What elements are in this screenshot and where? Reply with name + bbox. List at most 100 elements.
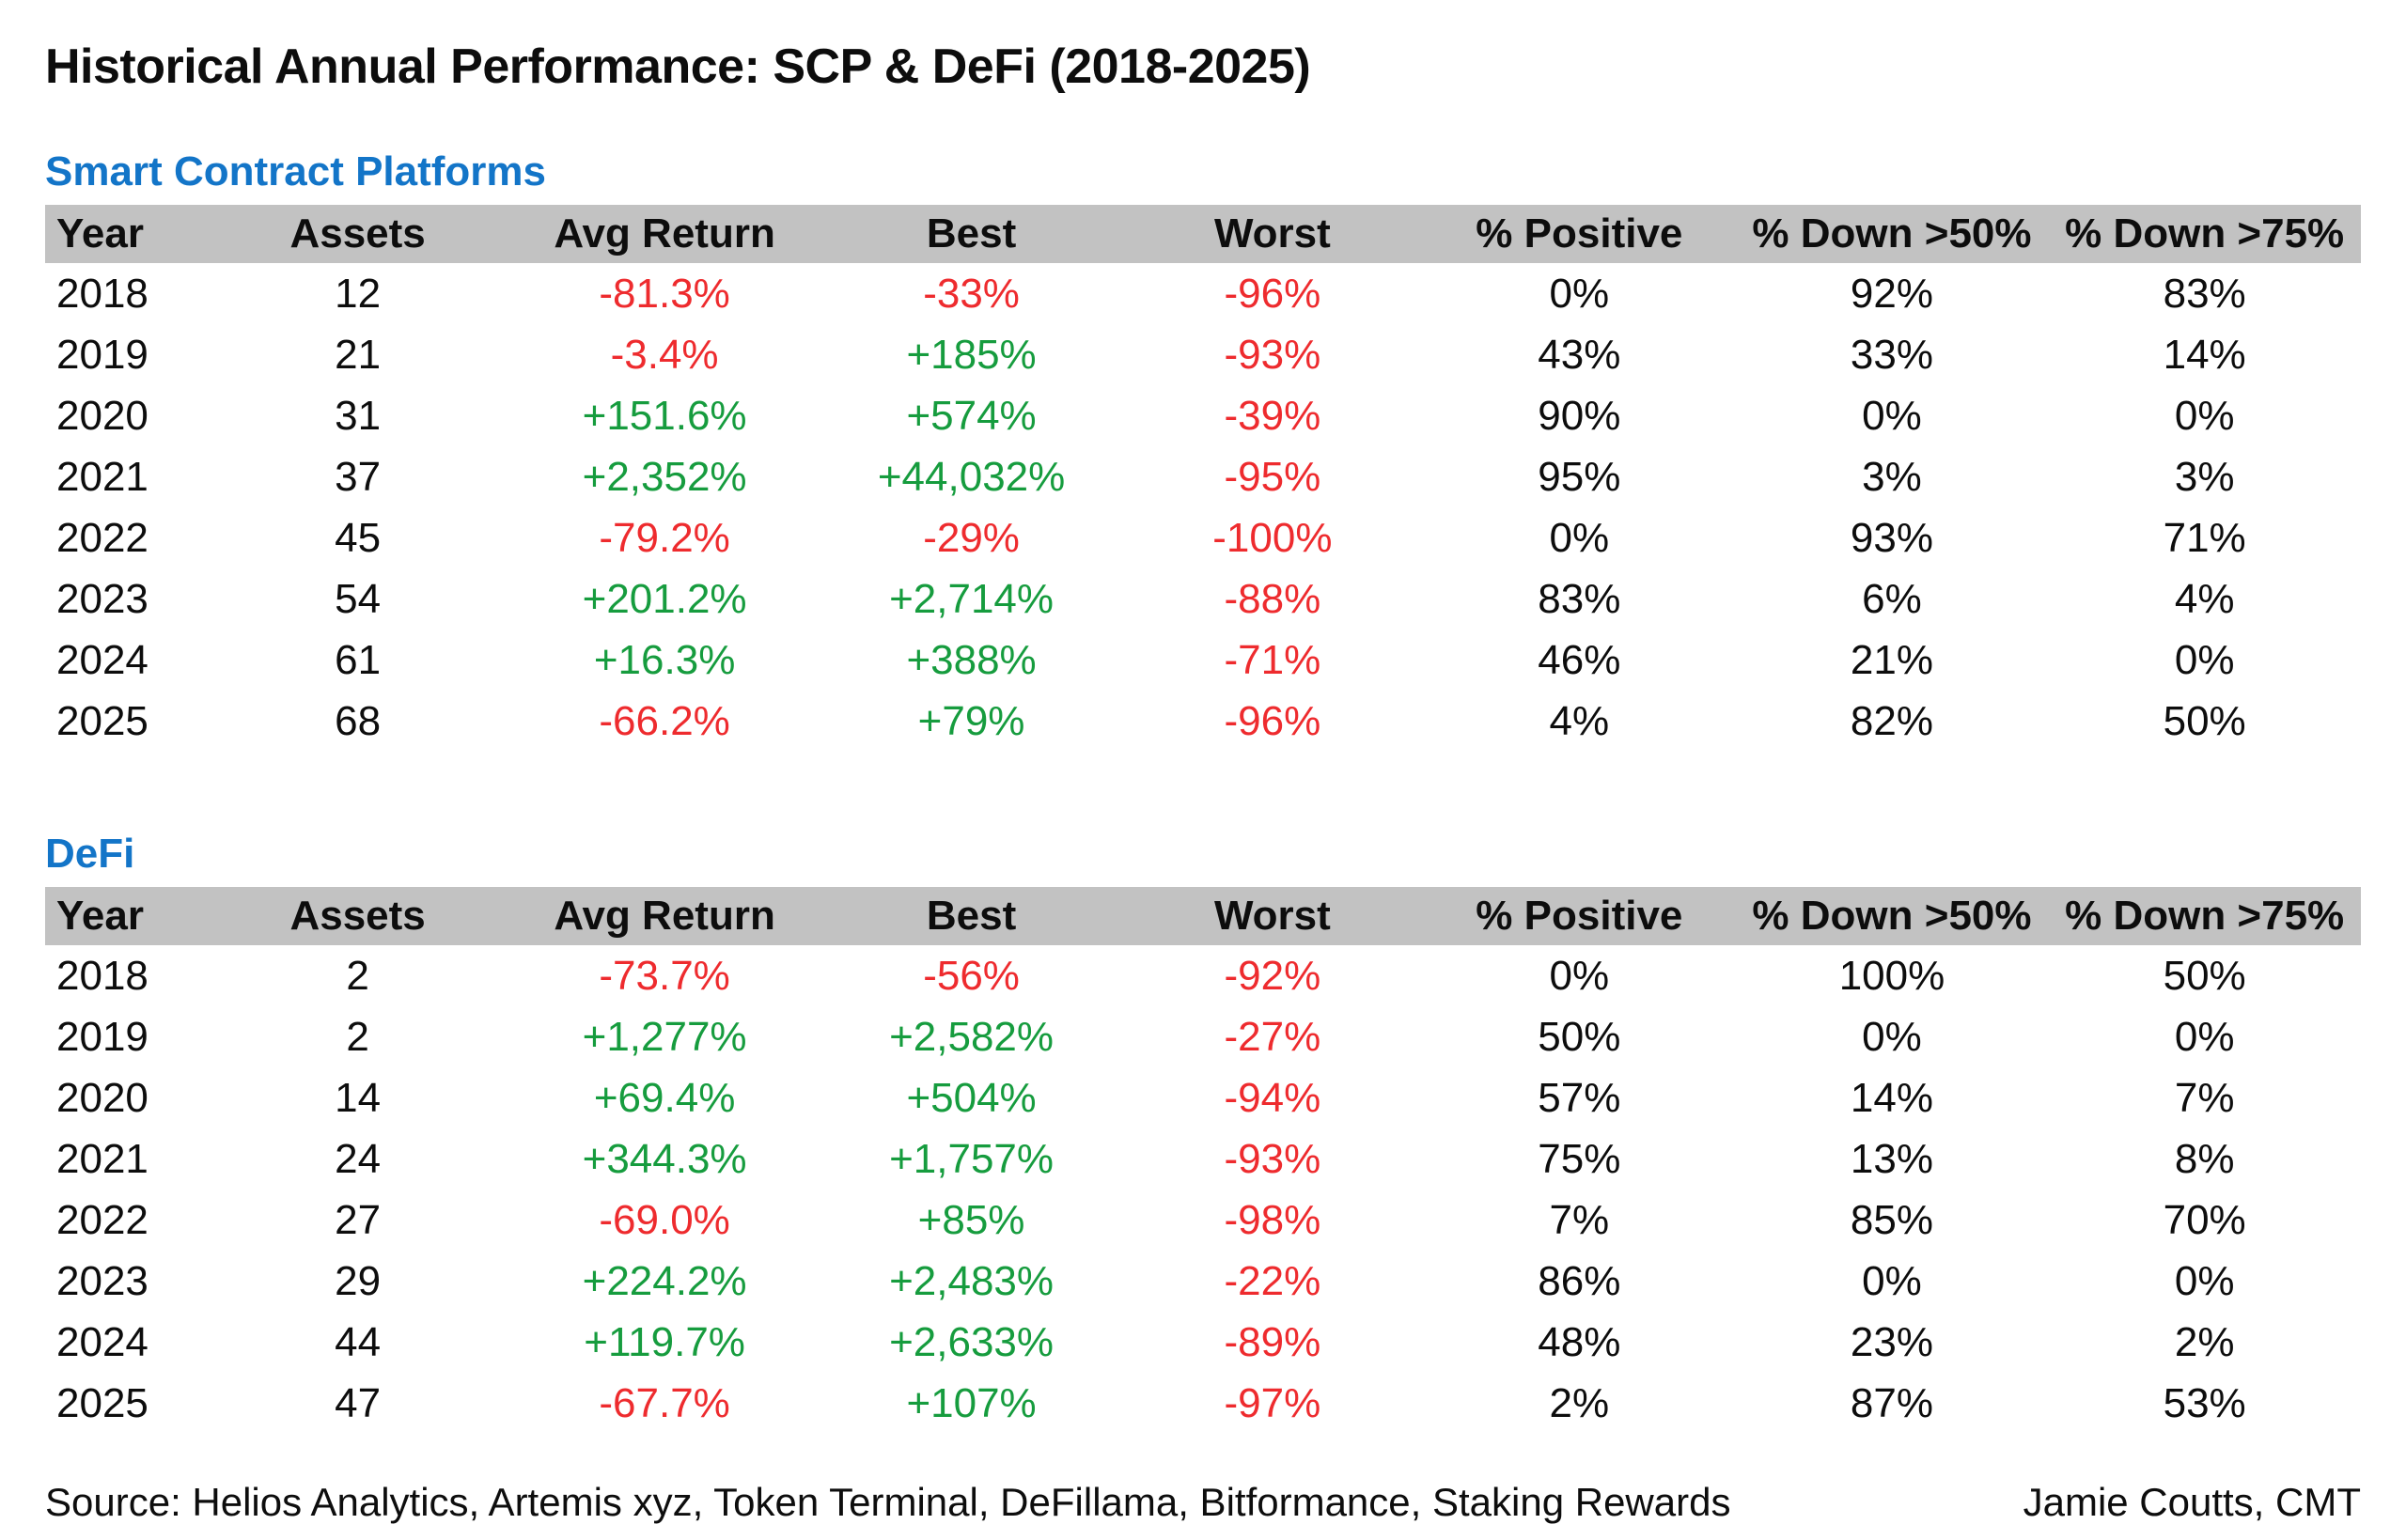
- table-row: 2019 2 +1,277% +2,582% -27% 50% 0% 0%: [45, 1006, 2361, 1067]
- value-cell: 2%: [1549, 1379, 1610, 1426]
- year-cell: 2022: [56, 1196, 148, 1243]
- value-cell: 0%: [2174, 392, 2235, 439]
- value-cell: +388%: [906, 636, 1037, 683]
- value-cell: +85%: [917, 1196, 1025, 1243]
- table-body: 2018 2 -73.7% -56% -92% 0% 100% 50% 2019 2 +1,277%…: [45, 945, 2361, 1434]
- value-cell: 87%: [1850, 1379, 1933, 1426]
- table-row: 2025 68 -66.2% +79% -96% 4% 82% 50%: [45, 691, 2361, 752]
- column-header: % Positive: [1476, 210, 1683, 257]
- value-cell: 24: [335, 1135, 382, 1182]
- value-cell: 0%: [1862, 1013, 1922, 1060]
- value-cell: +224.2%: [582, 1257, 747, 1304]
- value-cell: +2,714%: [889, 575, 1055, 622]
- column-header: Worst: [1213, 893, 1331, 939]
- value-cell: +1,277%: [582, 1013, 747, 1060]
- value-cell: 7%: [1549, 1196, 1610, 1243]
- value-cell: 95%: [1538, 453, 1621, 500]
- value-cell: -29%: [923, 514, 1020, 561]
- value-cell: 7%: [2174, 1074, 2235, 1121]
- value-cell: +185%: [906, 331, 1037, 378]
- value-cell: +79%: [917, 697, 1025, 744]
- table-row: 2019 21 -3.4% +185% -93% 43% 33% 14%: [45, 324, 2361, 385]
- value-cell: +1,757%: [889, 1135, 1055, 1182]
- column-header: % Down >50%: [1752, 893, 2032, 939]
- value-cell: -92%: [1224, 952, 1321, 999]
- value-cell: 50%: [1538, 1013, 1621, 1060]
- value-cell: +107%: [906, 1379, 1037, 1426]
- table-body: 2018 12 -81.3% -33% -96% 0% 92% 83% 2019 21 -3.4% +…: [45, 263, 2361, 752]
- year-cell: 2021: [56, 453, 148, 500]
- value-cell: +201.2%: [582, 575, 747, 622]
- value-cell: 27: [335, 1196, 382, 1243]
- value-cell: +2,633%: [889, 1318, 1055, 1365]
- value-cell: 100%: [1838, 952, 1945, 999]
- value-cell: 8%: [2174, 1135, 2235, 1182]
- value-cell: -27%: [1224, 1013, 1321, 1060]
- value-cell: 53%: [2163, 1379, 2246, 1426]
- table-row: 2018 2 -73.7% -56% -92% 0% 100% 50%: [45, 945, 2361, 1006]
- value-cell: 29: [335, 1257, 382, 1304]
- year-cell: 2024: [56, 636, 148, 683]
- column-header: Year: [56, 893, 144, 939]
- column-header: % Down >75%: [2065, 210, 2345, 257]
- year-cell: 2025: [56, 697, 148, 744]
- year-cell: 2022: [56, 514, 148, 561]
- value-cell: +504%: [906, 1074, 1037, 1121]
- value-cell: 70%: [2163, 1196, 2246, 1243]
- value-cell: 57%: [1538, 1074, 1621, 1121]
- value-cell: 14%: [2163, 331, 2246, 378]
- column-header: Worst: [1213, 210, 1331, 257]
- value-cell: 23%: [1850, 1318, 1933, 1365]
- value-cell: -33%: [923, 270, 1020, 317]
- column-header: % Positive: [1476, 893, 1683, 939]
- value-cell: 50%: [2163, 952, 2246, 999]
- value-cell: -94%: [1224, 1074, 1321, 1121]
- value-cell: 68: [335, 697, 382, 744]
- value-cell: -79.2%: [599, 514, 730, 561]
- value-cell: 93%: [1850, 514, 1933, 561]
- table-row: 2024 61 +16.3% +388% -71% 46% 21% 0%: [45, 630, 2361, 691]
- value-cell: 2: [346, 952, 369, 999]
- value-cell: -69.0%: [599, 1196, 730, 1243]
- author-credit: Jamie Coutts, CMT: [2023, 1480, 2361, 1524]
- value-cell: 50%: [2163, 697, 2246, 744]
- table-row: 2025 47 -67.7% +107% -97% 2% 87% 53%: [45, 1373, 2361, 1434]
- value-cell: -93%: [1224, 1135, 1321, 1182]
- value-cell: 46%: [1538, 636, 1621, 683]
- footer: Source: Helios Analytics, Artemis xyz, T…: [45, 1479, 2361, 1526]
- year-cell: 2021: [56, 1135, 148, 1182]
- value-cell: -22%: [1224, 1257, 1321, 1304]
- value-cell: -3.4%: [610, 331, 719, 378]
- table-row: 2018 12 -81.3% -33% -96% 0% 92% 83%: [45, 263, 2361, 324]
- value-cell: 31: [335, 392, 382, 439]
- value-cell: 14%: [1850, 1074, 1933, 1121]
- value-cell: 92%: [1850, 270, 1933, 317]
- value-cell: 3%: [2174, 453, 2235, 500]
- value-cell: +2,352%: [582, 453, 747, 500]
- column-header: Assets: [289, 210, 426, 257]
- year-cell: 2025: [56, 1379, 148, 1426]
- value-cell: +44,032%: [877, 453, 1066, 500]
- smart-contract-platforms-table: Year Assets Avg Return Best Worst % Positive%…: [45, 205, 2361, 752]
- value-cell: 21: [335, 331, 382, 378]
- table-row: 2023 54 +201.2% +2,714% -88% 83% 6% 4%: [45, 568, 2361, 630]
- defi-table: Year Assets Avg Return Best Worst % Positive%…: [45, 887, 2361, 1434]
- year-cell: 2024: [56, 1318, 148, 1365]
- value-cell: 83%: [2163, 270, 2246, 317]
- source-text: Source: Helios Analytics, Artemis xyz, T…: [45, 1480, 1731, 1524]
- value-cell: 3%: [1862, 453, 1922, 500]
- value-cell: 44: [335, 1318, 382, 1365]
- value-cell: -96%: [1224, 270, 1321, 317]
- value-cell: 48%: [1538, 1318, 1621, 1365]
- value-cell: 85%: [1850, 1196, 1933, 1243]
- value-cell: 12: [335, 270, 382, 317]
- value-cell: 86%: [1538, 1257, 1621, 1304]
- value-cell: 37: [335, 453, 382, 500]
- section-heading-defi: DeFi: [45, 831, 135, 877]
- value-cell: 0%: [2174, 1257, 2235, 1304]
- table-row: 2024 44 +119.7% +2,633% -89% 48% 23% 2%: [45, 1312, 2361, 1373]
- value-cell: -39%: [1224, 392, 1321, 439]
- value-cell: 54: [335, 575, 382, 622]
- header-row: Year Assets Avg Return Best Worst % Positive%…: [45, 887, 2361, 945]
